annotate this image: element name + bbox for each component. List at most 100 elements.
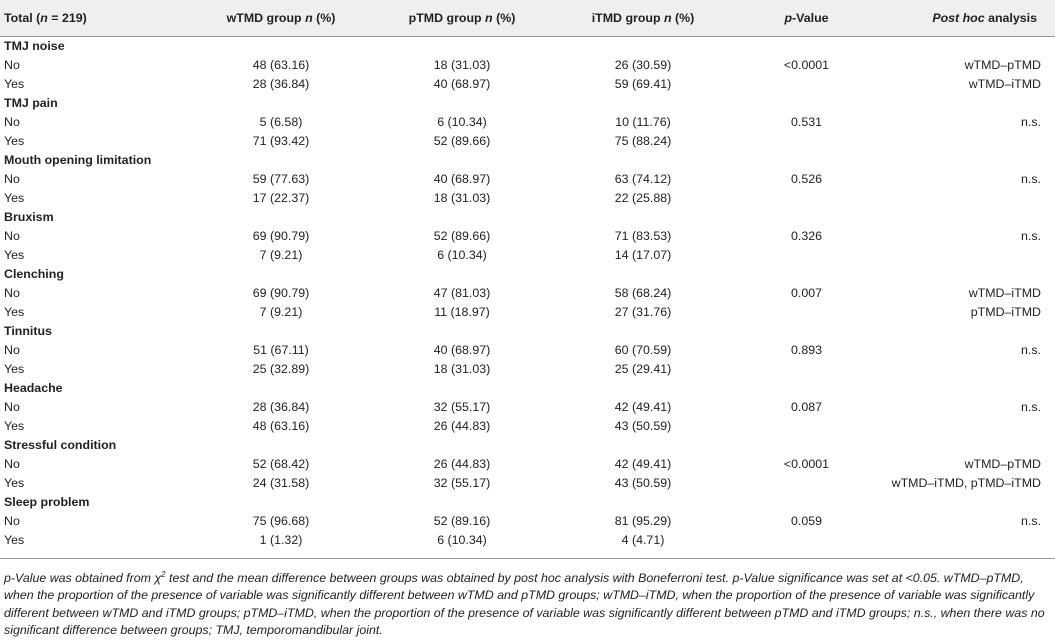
- itmd-cell: 75 (88.24): [614, 133, 672, 148]
- itmd-cell: 59 (69.41): [614, 76, 672, 91]
- pvalue-cell: 0.326: [790, 228, 822, 243]
- wtmd-cell: 59 (77.63): [252, 171, 310, 186]
- section-row: Mouth opening limitation: [0, 151, 1055, 170]
- ptmd-cell: 40 (68.97): [433, 171, 491, 186]
- wtmd-cell: 25 (32.89): [252, 361, 310, 376]
- section-row: Tinnitus: [0, 322, 1055, 341]
- table-bottom-rule: [0, 557, 1055, 559]
- table-row: Yes 7 (9.21) 11 (18.97) 27 (31.76) pTMD–iTMD: [0, 303, 1055, 322]
- table-row: Yes 17 (22.37) 18 (31.03) 22 (25.88): [0, 189, 1055, 208]
- posthoc-cell: [879, 246, 1055, 265]
- posthoc-cell: wTMD–iTMD, pTMD–iTMD: [891, 475, 1041, 490]
- section-title: Mouth opening limitation: [4, 152, 152, 167]
- itmd-cell: 60 (70.59): [614, 342, 672, 357]
- wtmd-cell: 7 (9.21): [259, 247, 303, 262]
- ptmd-cell: 18 (31.03): [433, 361, 491, 376]
- table-row: Yes 1 (1.32) 6 (10.34) 4 (4.71): [0, 531, 1055, 550]
- posthoc-cell: wTMD–pTMD: [964, 57, 1041, 72]
- pvalue-cell: [734, 417, 879, 436]
- posthoc-cell: n.s.: [1021, 228, 1041, 243]
- row-label: No: [4, 57, 20, 72]
- header-posthoc: Post hoc analysis: [879, 0, 1055, 37]
- posthoc-cell: [879, 132, 1055, 151]
- posthoc-cell: n.s.: [1021, 171, 1041, 186]
- row-label: Yes: [4, 475, 25, 490]
- posthoc-cell: [879, 360, 1055, 379]
- chi-symbol: χ: [154, 570, 162, 585]
- section-row: Headache: [0, 379, 1055, 398]
- table-row: No 51 (67.11) 40 (68.97) 60 (70.59) 0.893 n.s…: [0, 341, 1055, 360]
- header-wtmd: wTMD group n (%): [190, 0, 372, 37]
- row-label: Yes: [4, 76, 25, 91]
- results-table: Total (n = 219) wTMD group n (%) pTMD gr…: [0, 0, 1055, 550]
- section-title: Sleep problem: [4, 494, 90, 509]
- row-label: Yes: [4, 190, 25, 205]
- pvalue-cell: <0.0001: [783, 456, 830, 471]
- posthoc-cell: [879, 189, 1055, 208]
- table-row: No 52 (68.42) 26 (44.83) 42 (49.41) <0.0001 w…: [0, 455, 1055, 474]
- table-body: TMJ noise No 48 (63.16) 18 (31.03) 26 (30.59…: [0, 36, 1055, 550]
- row-label: Yes: [4, 418, 25, 433]
- pvalue-cell: 0.059: [790, 513, 822, 528]
- row-label: No: [4, 399, 20, 414]
- itmd-cell: 43 (50.59): [614, 418, 672, 433]
- itmd-cell: 71 (83.53): [614, 228, 672, 243]
- table-row: Yes 25 (32.89) 18 (31.03) 25 (29.41): [0, 360, 1055, 379]
- itmd-cell: 22 (25.88): [614, 190, 672, 205]
- wtmd-cell: 5 (6.58): [259, 114, 303, 129]
- section-row: Stressful condition: [0, 436, 1055, 455]
- section-title: Clenching: [4, 266, 64, 281]
- table-row: No 69 (90.79) 52 (89.66) 71 (83.53) 0.326 n.s…: [0, 227, 1055, 246]
- ptmd-cell: 18 (31.03): [433, 190, 491, 205]
- wtmd-cell: 69 (90.79): [252, 228, 310, 243]
- table-row: No 5 (6.58) 6 (10.34) 10 (11.76) 0.531 n.s.: [0, 113, 1055, 132]
- section-title: Bruxism: [4, 209, 54, 224]
- section-title: TMJ pain: [4, 95, 58, 110]
- table-row: No 69 (90.79) 47 (81.03) 58 (68.24) 0.007 wTM…: [0, 284, 1055, 303]
- header-itmd: iTMD group n (%): [552, 0, 734, 37]
- posthoc-cell: [879, 417, 1055, 436]
- posthoc-cell: wTMD–iTMD: [968, 285, 1041, 300]
- pvalue-cell: 0.007: [790, 285, 822, 300]
- row-label: No: [4, 285, 20, 300]
- wtmd-cell: 24 (31.58): [252, 475, 310, 490]
- table-row: No 28 (36.84) 32 (55.17) 42 (49.41) 0.087 n.s…: [0, 398, 1055, 417]
- pvalue-cell: 0.087: [790, 399, 822, 414]
- row-label: Yes: [4, 133, 25, 148]
- table-row: No 48 (63.16) 18 (31.03) 26 (30.59) <0.0001 w…: [0, 56, 1055, 75]
- ptmd-cell: 47 (81.03): [433, 285, 491, 300]
- wtmd-cell: 52 (68.42): [252, 456, 310, 471]
- section-title: Headache: [4, 380, 63, 395]
- ptmd-cell: 32 (55.17): [433, 475, 491, 490]
- header-pvalue: p-Value: [734, 0, 879, 37]
- itmd-cell: 10 (11.76): [615, 114, 671, 129]
- table-row: No 59 (77.63) 40 (68.97) 63 (74.12) 0.526 n.s…: [0, 170, 1055, 189]
- ptmd-cell: 6 (10.34): [437, 532, 487, 547]
- table-row: Yes 48 (63.16) 26 (44.83) 43 (50.59): [0, 417, 1055, 436]
- table-row: Yes 7 (9.21) 6 (10.34) 14 (17.07): [0, 246, 1055, 265]
- itmd-cell: 26 (30.59): [614, 57, 672, 72]
- itmd-cell: 25 (29.41): [614, 361, 672, 376]
- ptmd-cell: 52 (89.66): [433, 133, 491, 148]
- posthoc-cell: n.s.: [1021, 513, 1041, 528]
- itmd-cell: 4 (4.71): [621, 532, 665, 547]
- table-row: Yes 71 (93.42) 52 (89.66) 75 (88.24): [0, 132, 1055, 151]
- wtmd-cell: 17 (22.37): [252, 190, 310, 205]
- row-label: Yes: [4, 247, 25, 262]
- row-label: No: [4, 228, 20, 243]
- section-row: TMJ noise: [0, 36, 1055, 56]
- ptmd-cell: 6 (10.34): [437, 114, 487, 129]
- itmd-cell: 14 (17.07): [614, 247, 672, 262]
- ptmd-cell: 40 (68.97): [433, 342, 491, 357]
- wtmd-cell: 28 (36.84): [252, 76, 310, 91]
- row-label: Yes: [4, 532, 25, 547]
- itmd-cell: 81 (95.29): [614, 513, 672, 528]
- wtmd-cell: 75 (96.68): [252, 513, 310, 528]
- itmd-cell: 43 (50.59): [614, 475, 672, 490]
- posthoc-cell: wTMD–pTMD: [964, 456, 1041, 471]
- posthoc-cell: n.s.: [1021, 114, 1041, 129]
- table-row: Yes 24 (31.58) 32 (55.17) 43 (50.59) wTMD–iT…: [0, 474, 1055, 493]
- row-label: No: [4, 114, 20, 129]
- row-label: No: [4, 171, 20, 186]
